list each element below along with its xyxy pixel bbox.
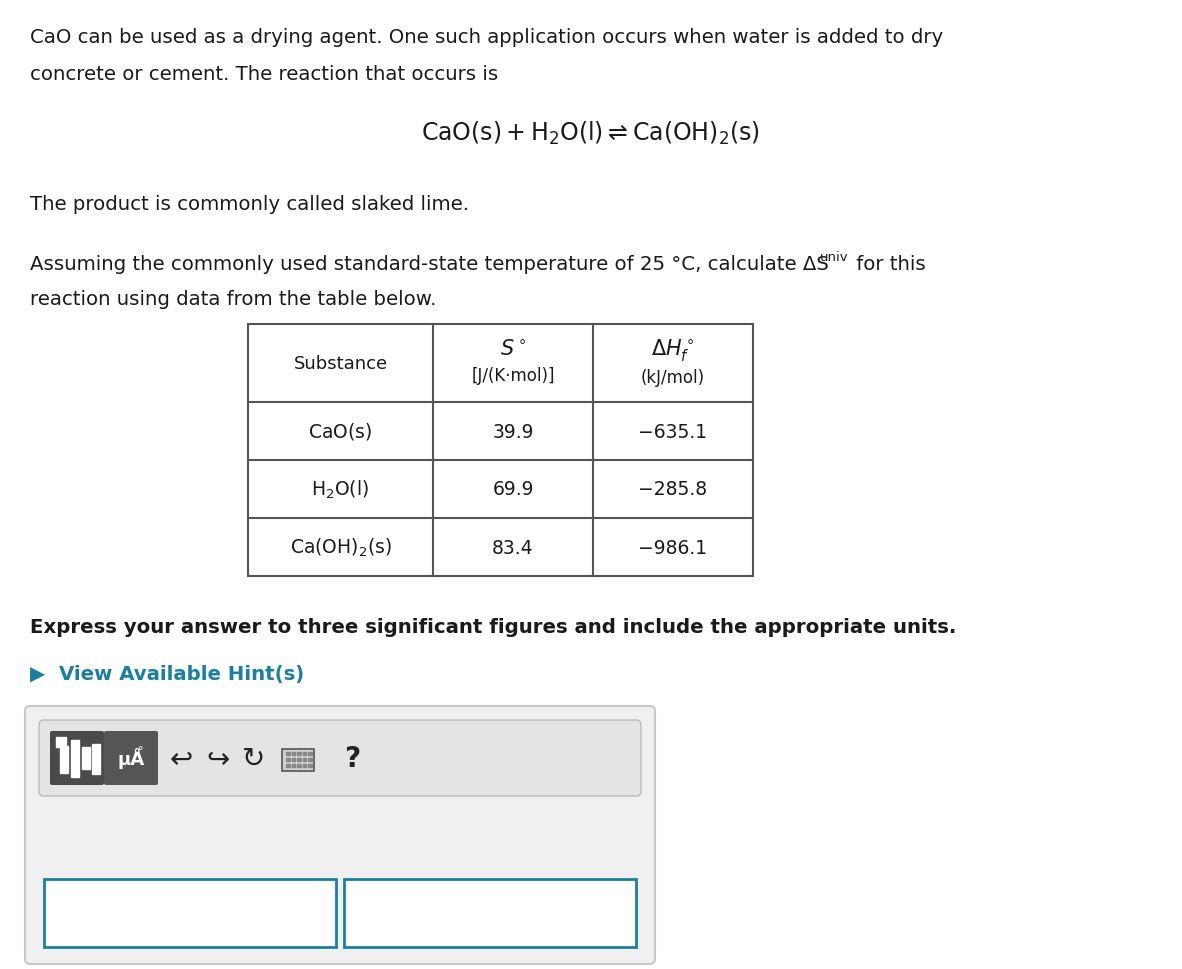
- Text: ?: ?: [344, 744, 361, 772]
- Text: for this: for this: [850, 255, 926, 273]
- Text: ▶  View Available Hint(s): ▶ View Available Hint(s): [30, 665, 304, 683]
- Text: Assuming the commonly used standard-state temperature of 25 °C, calculate ΔS: Assuming the commonly used standard-stat…: [30, 255, 829, 273]
- FancyBboxPatch shape: [25, 706, 655, 964]
- Bar: [286, 764, 290, 767]
- Text: $S^\circ$: $S^\circ$: [500, 338, 526, 359]
- Text: −635.1: −635.1: [638, 422, 708, 441]
- Text: $\mathrm{CaO(s) + H_2O(l) \rightleftharpoons Ca(OH)_2(s)}$: $\mathrm{CaO(s) + H_2O(l) \rightleftharp…: [422, 120, 760, 147]
- Text: Units: Units: [456, 900, 524, 926]
- Text: $\mathrm{Ca(OH)_2(s)}$: $\mathrm{Ca(OH)_2(s)}$: [290, 536, 391, 558]
- Text: 39.9: 39.9: [492, 422, 534, 441]
- Text: Express your answer to three significant figures and include the appropriate uni: Express your answer to three significant…: [30, 617, 956, 637]
- Text: °: °: [138, 745, 144, 755]
- Bar: [303, 758, 306, 762]
- Text: univ: univ: [820, 251, 849, 264]
- Bar: [292, 764, 296, 767]
- Bar: [297, 758, 300, 762]
- Bar: [56, 737, 66, 747]
- Text: [J/(K·mol)]: [J/(K·mol)]: [472, 366, 554, 385]
- Bar: [248, 325, 753, 577]
- Text: concrete or cement. The reaction that occurs is: concrete or cement. The reaction that oc…: [30, 65, 499, 84]
- FancyBboxPatch shape: [39, 720, 641, 797]
- Text: reaction using data from the table below.: reaction using data from the table below…: [30, 290, 436, 309]
- Text: Substance: Substance: [293, 355, 388, 373]
- Text: −285.8: −285.8: [638, 480, 708, 499]
- Text: −986.1: −986.1: [638, 538, 708, 557]
- Bar: [344, 879, 636, 947]
- Text: The product is commonly called slaked lime.: The product is commonly called slaked li…: [30, 195, 469, 214]
- Bar: [297, 752, 300, 755]
- Bar: [303, 764, 306, 767]
- Bar: [309, 764, 312, 767]
- Text: μÅ: μÅ: [117, 748, 144, 768]
- FancyBboxPatch shape: [104, 732, 158, 785]
- Bar: [292, 752, 296, 755]
- Bar: [82, 747, 90, 769]
- Bar: [309, 758, 312, 762]
- Text: ↻: ↻: [242, 744, 266, 772]
- Text: 69.9: 69.9: [492, 480, 534, 499]
- Bar: [297, 764, 300, 767]
- Text: (kJ/mol): (kJ/mol): [641, 368, 704, 387]
- Bar: [309, 752, 312, 755]
- FancyBboxPatch shape: [50, 732, 104, 785]
- Bar: [292, 758, 296, 762]
- Bar: [282, 749, 314, 771]
- Text: $\mathrm{H_2O(l)}$: $\mathrm{H_2O(l)}$: [311, 479, 370, 501]
- Bar: [71, 739, 79, 777]
- Bar: [286, 758, 290, 762]
- Bar: [44, 879, 336, 947]
- Bar: [60, 746, 69, 773]
- Bar: [286, 752, 290, 755]
- Bar: [303, 752, 306, 755]
- Text: ↩: ↩: [169, 744, 193, 772]
- Text: Value: Value: [154, 900, 227, 926]
- Text: $\mathrm{CaO(s)}$: $\mathrm{CaO(s)}$: [309, 422, 372, 442]
- Text: ↪: ↪: [207, 744, 229, 772]
- Text: $\Delta H^\circ_f$: $\Delta H^\circ_f$: [651, 336, 695, 362]
- Text: CaO can be used as a drying agent. One such application occurs when water is add: CaO can be used as a drying agent. One s…: [30, 28, 943, 47]
- Bar: [92, 744, 100, 774]
- Text: 83.4: 83.4: [492, 538, 534, 557]
